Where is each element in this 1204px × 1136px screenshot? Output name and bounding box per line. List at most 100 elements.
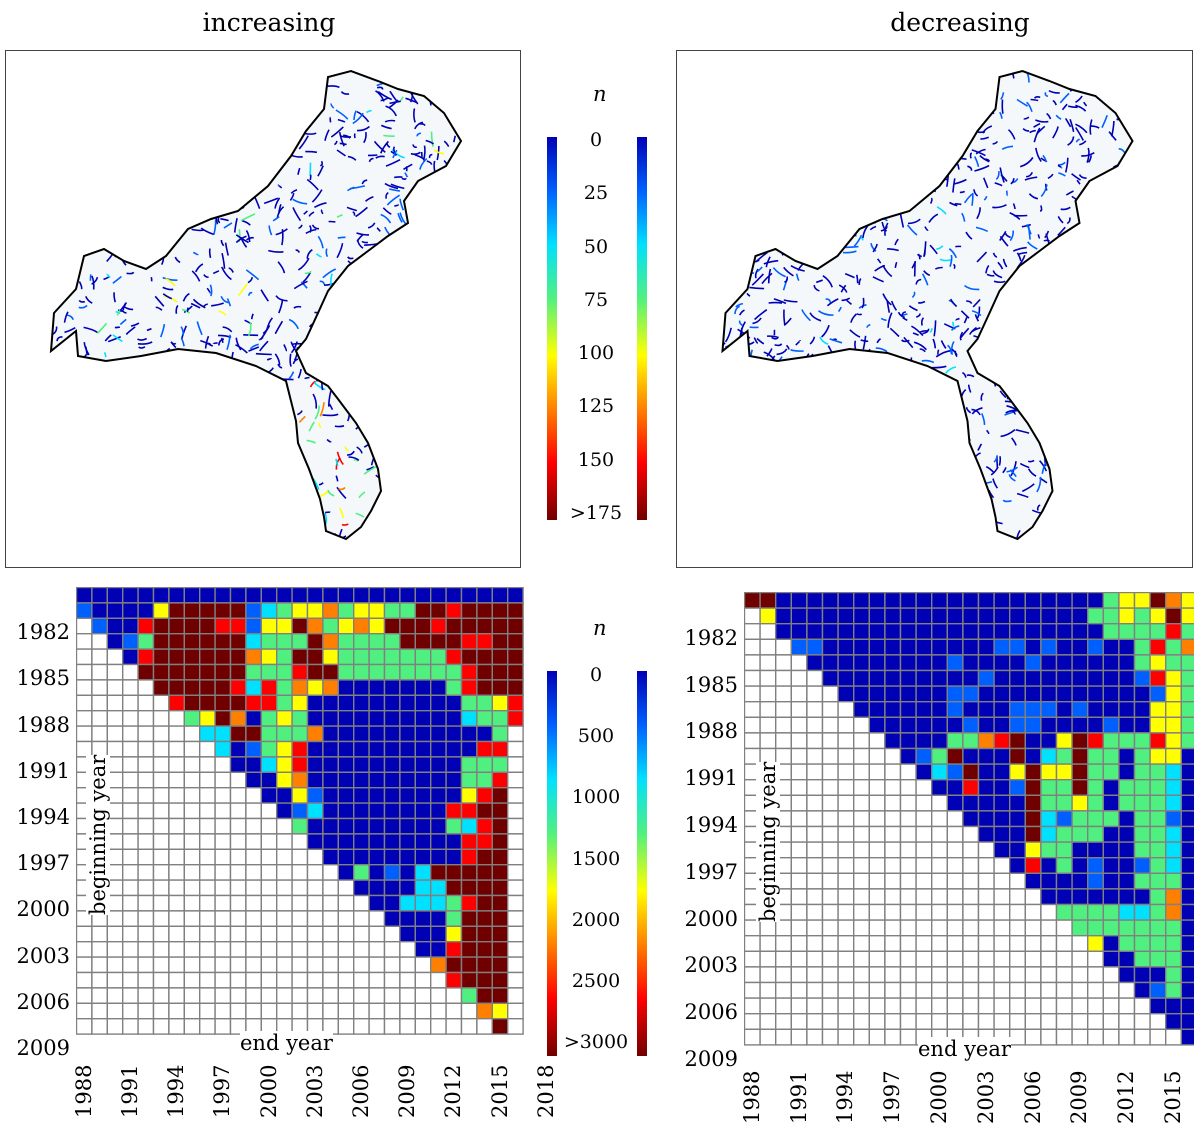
river-segment (435, 500, 441, 515)
river-segment (993, 455, 998, 463)
heatmap-cell (1180, 825, 1194, 843)
river-segment (187, 528, 190, 534)
river-segment (953, 263, 956, 269)
river-segment (948, 503, 959, 509)
heatmap-cell (460, 802, 478, 820)
river-segment (962, 460, 977, 465)
heatmap-cell (399, 725, 416, 743)
heatmap-empty-cell (1118, 1013, 1136, 1031)
river-segment (389, 329, 400, 344)
heatmap-cell (1118, 903, 1136, 921)
river-segment (961, 452, 973, 459)
river-segment (200, 446, 213, 453)
heatmap-empty-cell (275, 817, 293, 835)
heatmap-empty-cell (759, 716, 777, 734)
river-segment (441, 425, 451, 432)
river-segment (958, 122, 967, 137)
river-segment (1128, 209, 1133, 213)
heatmap-empty-cell (122, 910, 139, 927)
river-segment (973, 517, 984, 526)
heatmap-empty-cell (507, 802, 524, 820)
river-segment (1128, 320, 1133, 330)
river-segment (1035, 119, 1049, 123)
river-segment (104, 334, 112, 342)
heatmap-empty-cell (821, 700, 839, 718)
river-segment (247, 277, 253, 284)
heatmap-empty-cell (198, 987, 216, 1004)
heatmap-empty-cell (337, 910, 355, 927)
increasing-panel-title: increasing (202, 8, 336, 37)
river-segment (51, 99, 54, 107)
river-segment (992, 204, 1007, 209)
river-segment (917, 485, 923, 501)
river-segment (298, 415, 306, 423)
river-segment (176, 165, 182, 169)
river-segment (819, 336, 829, 346)
river-segment (325, 337, 333, 341)
river-segment (1028, 304, 1039, 308)
river-segment (327, 390, 332, 407)
river-segment (154, 295, 165, 307)
river-segment (356, 125, 370, 132)
river-segment (902, 98, 912, 105)
river-segment (328, 220, 336, 223)
heatmap-cell (1102, 935, 1120, 953)
river-segment (1052, 509, 1055, 523)
heatmap-cell (337, 725, 355, 743)
river-segment (913, 341, 927, 351)
river-segment (1015, 340, 1024, 347)
river-segment (79, 509, 91, 515)
river-segment (980, 392, 984, 401)
heatmap-empty-cell (168, 709, 186, 727)
river-segment (90, 231, 97, 235)
river-segment (392, 149, 398, 159)
heatmap-cell (491, 802, 509, 820)
heatmap-cell (183, 617, 201, 635)
heatmap-empty-cell (1024, 950, 1042, 968)
heatmap-cell (183, 633, 201, 650)
heatmap-cell (806, 607, 824, 625)
river-segment (982, 177, 989, 189)
river-segment (220, 504, 230, 512)
river-segment (96, 463, 109, 475)
river-segment (978, 71, 992, 78)
river-segment (900, 178, 908, 194)
heatmap-cell (868, 669, 886, 687)
river-segment (722, 331, 726, 345)
heatmap-cell (1165, 950, 1183, 968)
heatmap-empty-cell (993, 950, 1011, 968)
heatmap-empty-cell (507, 971, 524, 989)
heatmap-empty-cell (137, 848, 155, 866)
heatmap-cell (1071, 888, 1089, 906)
river-segment (923, 501, 926, 513)
river-segment (335, 312, 342, 318)
heatmap-empty-cell (790, 981, 808, 999)
river-segment (1122, 85, 1129, 91)
heatmap-empty-cell (152, 833, 170, 850)
river-segment (1093, 449, 1103, 463)
river-segment (967, 384, 972, 393)
river-segment (908, 369, 922, 381)
river-segment (51, 428, 58, 437)
river-segment (112, 334, 123, 343)
river-segment (1065, 190, 1074, 196)
heatmap-cell (1118, 825, 1136, 843)
heatmap-cell (790, 623, 808, 641)
river-segment (724, 277, 737, 288)
river-segment (932, 421, 941, 430)
heatmap-empty-cell (322, 987, 339, 1004)
heatmap-cell (168, 633, 186, 650)
heatmap-cell (1102, 794, 1120, 812)
heatmap-empty-cell (168, 864, 186, 881)
heatmap-empty-cell (507, 987, 524, 1004)
river-segment (759, 365, 764, 371)
river-segment (433, 535, 438, 539)
river-segment (327, 489, 335, 497)
river-segment (137, 341, 153, 345)
heatmap-empty-cell (337, 1002, 355, 1020)
river-segment (804, 400, 814, 410)
river-segment (279, 537, 288, 539)
heatmap-cell (260, 679, 278, 697)
colorbar-tick: 50 (583, 235, 609, 258)
heatmap-cell (507, 602, 524, 619)
